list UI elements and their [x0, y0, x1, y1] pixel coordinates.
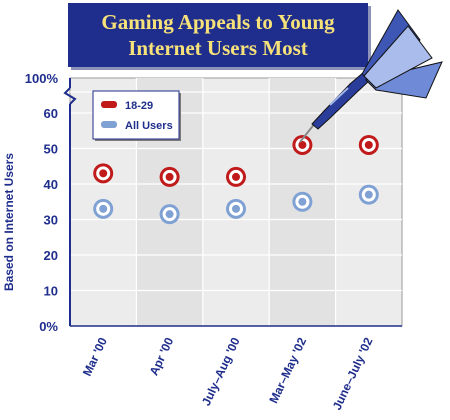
y-tick-label: 10 — [44, 284, 58, 299]
target-marker-18-29 — [226, 166, 246, 187]
marker-center — [165, 210, 174, 219]
dart-illustration — [299, 9, 443, 143]
marker-center — [165, 172, 174, 181]
marker-center — [99, 204, 108, 213]
marker-center — [99, 169, 108, 178]
legend-box — [92, 90, 180, 140]
target-marker-all-users — [93, 198, 114, 219]
y-axis — [63, 78, 402, 327]
y-tick-label: 30 — [44, 213, 58, 228]
legend-label: All Users — [125, 120, 173, 132]
y-tick-label: 40 — [44, 177, 58, 192]
y-tick-label: 100% — [25, 71, 59, 86]
x-category-label: Apr '00 — [147, 335, 177, 378]
y-tick-label: 60 — [44, 106, 58, 121]
marker-center — [364, 140, 373, 149]
y-tick-label: 20 — [44, 248, 58, 263]
legend-swatch — [101, 101, 117, 108]
marker-center — [232, 172, 240, 181]
y-tick-label: 50 — [44, 142, 58, 157]
target-marker-18-29 — [292, 134, 313, 155]
target-marker-all-users — [226, 198, 246, 219]
legend-label: 18-29 — [125, 100, 153, 112]
chart-title-line-1: Gaming Appeals to Young — [101, 10, 335, 34]
target-marker-all-users — [292, 191, 313, 212]
marker-center — [298, 197, 307, 206]
data-points — [93, 134, 379, 225]
target-marker-all-users — [358, 184, 379, 205]
x-category-label: Mar–May '02 — [266, 335, 309, 405]
y-tick-labels: 0% 10 20 30 40 50 60 100% Based on Internet User… — [2, 71, 58, 334]
x-category-label: July–Aug '00 — [199, 335, 243, 408]
marker-center — [364, 190, 373, 199]
legend-swatch — [101, 121, 117, 128]
target-marker-all-users — [159, 204, 180, 225]
marker-center — [232, 204, 240, 213]
y-axis-title: Based on Internet Users — [2, 153, 16, 291]
target-marker-18-29 — [358, 134, 379, 155]
x-category-labels: Mar '00 Apr '00 July–Aug '00 Mar–May '02 Jun… — [80, 335, 376, 412]
target-marker-18-29 — [93, 163, 114, 184]
x-category-label: Mar '00 — [80, 335, 110, 378]
axis-break-mark — [63, 87, 77, 105]
chart-title-line-2: Internet Users Most — [128, 36, 308, 60]
chart-title-box: Gaming Appeals to Young Internet Users M… — [68, 3, 368, 67]
y-tick-label: 0% — [39, 319, 58, 334]
target-marker-18-29 — [159, 166, 180, 187]
legend: 18-29 All Users — [92, 90, 181, 141]
x-category-label: June–July '02 — [330, 335, 376, 412]
marker-center — [298, 140, 307, 149]
